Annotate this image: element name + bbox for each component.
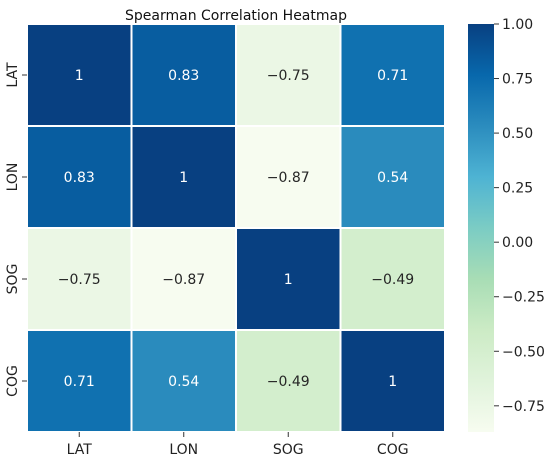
colorbar-tick-label: 0.25 — [502, 181, 533, 197]
cell-value-label: 1 — [179, 170, 188, 186]
colorbar-tick-label: 0.75 — [502, 72, 533, 88]
heatmap-cell — [235, 23, 342, 127]
x-tick-label: SOG — [273, 442, 304, 458]
heatmap-cell — [339, 329, 446, 433]
cell-value-label: −0.87 — [267, 170, 310, 186]
colorbar-gradient — [468, 24, 494, 432]
heatmap-cell — [130, 125, 237, 229]
cell-value-label: 0.83 — [64, 170, 95, 186]
cell-value-label: 0.71 — [377, 68, 408, 84]
x-tick-label: LAT — [67, 442, 93, 458]
heatmap-cell — [130, 227, 237, 331]
cell-value-label: 1 — [75, 68, 84, 84]
colorbar-tick-label: 1.00 — [502, 17, 533, 33]
heatmap-cells: 1 0.83 −0.75 0.71 0.83 1 −0.87 0.54 −0.75 −0.87 1 −… — [26, 23, 446, 433]
cell-value-label: 0.54 — [168, 374, 199, 390]
y-axis: LAT LON SOG COG — [5, 62, 27, 397]
cell-value-label: −0.75 — [58, 272, 101, 288]
cell-value-label: −0.75 — [267, 68, 310, 84]
colorbar: 1.00 0.75 0.50 0.25 0.00 −0.25 −0.50 −0.75 — [468, 17, 545, 432]
colorbar-tick-label: −0.50 — [502, 344, 545, 360]
heatmap-cell — [339, 227, 446, 331]
colorbar-tick-label: 0.00 — [502, 235, 533, 251]
cell-value-label: 1 — [388, 374, 397, 390]
heatmap-cell — [130, 23, 237, 127]
heatmap-cell — [130, 329, 237, 433]
heatmap-cell — [26, 23, 133, 127]
y-tick-label: COG — [5, 365, 21, 397]
cell-value-label: −0.49 — [371, 272, 414, 288]
x-axis: LAT LON SOG COG — [67, 432, 409, 458]
colorbar-tick-label: −0.25 — [502, 290, 545, 306]
heatmap-cell — [339, 125, 446, 229]
y-tick-label: LAT — [5, 62, 21, 88]
cell-value-label: 1 — [284, 272, 293, 288]
colorbar-tick-label: 0.50 — [502, 126, 533, 142]
cell-value-label: −0.49 — [267, 374, 310, 390]
colorbar-tick-label: −0.75 — [502, 399, 545, 415]
cell-value-label: −0.87 — [162, 272, 205, 288]
y-tick-label: LON — [5, 163, 21, 192]
cell-value-label: 0.54 — [377, 170, 408, 186]
cell-value-label: 0.83 — [168, 68, 199, 84]
heatmap-cell — [339, 23, 446, 127]
y-tick-label: SOG — [5, 264, 21, 295]
chart-title: Spearman Correlation Heatmap — [125, 8, 347, 24]
x-tick-label: LON — [169, 442, 198, 458]
cell-value-label: 0.71 — [64, 374, 95, 390]
x-tick-label: COG — [377, 442, 409, 458]
